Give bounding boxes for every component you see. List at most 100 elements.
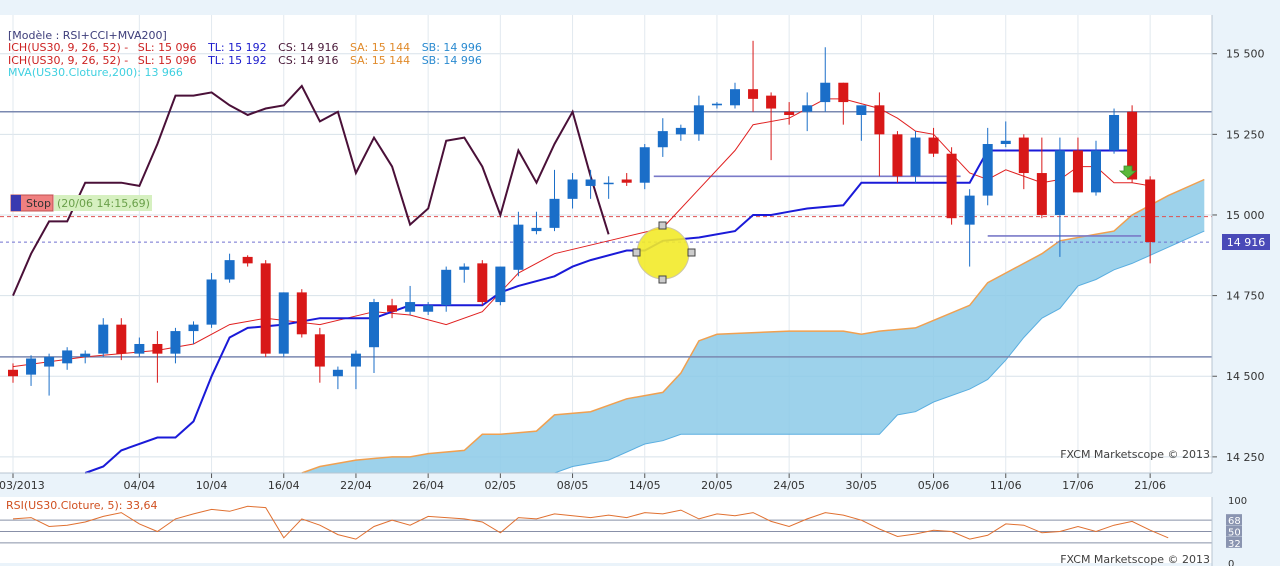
green-down-arrow-icon xyxy=(1118,165,1138,179)
x-tick-label: 05/06 xyxy=(918,479,950,492)
candle-body xyxy=(8,369,18,377)
candle-body xyxy=(928,137,939,154)
candle-body xyxy=(838,82,849,103)
current-price-box xyxy=(1222,234,1270,250)
candle-body xyxy=(242,256,253,264)
rsi-line xyxy=(12,505,1169,540)
candle-body xyxy=(152,343,163,354)
senkou-span-a xyxy=(301,178,1205,474)
line-selection-handle[interactable] xyxy=(632,221,696,284)
candle-body xyxy=(260,263,271,354)
x-tick-label: 17/06 xyxy=(1062,479,1094,492)
resize-handle[interactable] xyxy=(658,221,667,230)
candle-body xyxy=(766,95,777,109)
y-tick-label: 15 250 xyxy=(1226,128,1265,141)
candle-body xyxy=(188,324,199,332)
candle-body xyxy=(369,302,379,348)
candle-body xyxy=(1072,150,1083,193)
candle-body xyxy=(206,279,217,325)
x-tick-label: 25/03/2013 xyxy=(0,479,45,492)
ich-sb: SB: 14 996 xyxy=(422,54,482,67)
candle-body xyxy=(26,358,37,375)
candle-body xyxy=(946,153,957,219)
candle-body xyxy=(314,334,325,367)
x-tick-label: 21/06 xyxy=(1134,479,1166,492)
x-tick-label: 10/04 xyxy=(196,479,228,492)
candle-body xyxy=(1127,111,1138,180)
stop-time: (20/06 14:15,69) xyxy=(57,197,150,210)
resize-handle[interactable] xyxy=(687,248,696,257)
candle-body xyxy=(1054,150,1065,215)
kijun-sen-line xyxy=(84,149,1133,474)
ich-cs: CS: 14 916 xyxy=(278,41,338,54)
candle-body xyxy=(387,305,398,312)
resize-handle[interactable] xyxy=(658,275,667,284)
selection-highlight[interactable] xyxy=(636,226,690,280)
rsi-tick-label: 68 xyxy=(1228,516,1241,527)
ich-cs: CS: 14 916 xyxy=(278,54,338,67)
x-tick-label: 30/05 xyxy=(845,479,877,492)
y-tick-label: 14 750 xyxy=(1226,290,1265,303)
candle-body xyxy=(892,134,903,177)
ichimoku-legend-1: ICH(US30, 9, 26, 52) - SL: 15 096 TL: 15… xyxy=(8,41,482,54)
y-tick-label: 15 500 xyxy=(1226,48,1265,61)
x-tick-label: 11/06 xyxy=(990,479,1022,492)
candle-body xyxy=(549,198,560,228)
stop-order-tag[interactable]: Stop (20/06 14:15,69) xyxy=(10,194,152,212)
stop-label: Stop xyxy=(26,197,51,210)
ich-sa: SA: 15 144 xyxy=(350,54,410,67)
x-tick-label: 14/05 xyxy=(629,479,661,492)
stop-tag-handle[interactable] xyxy=(11,195,21,211)
rsi-tick-label: 32 xyxy=(1228,539,1241,550)
candle-body xyxy=(224,260,235,280)
rsi-tick-label: 100 xyxy=(1228,496,1247,507)
ichimoku-cloud xyxy=(301,178,1205,474)
rsi-title: RSI(US30.Cloture, 5): 33,64 xyxy=(6,499,157,512)
candle-body xyxy=(296,292,307,335)
candle-body xyxy=(62,350,73,364)
candle-body xyxy=(80,353,91,357)
rsi-level-badge xyxy=(1226,514,1242,526)
price-plot-background[interactable] xyxy=(0,15,1212,473)
candle-body xyxy=(1109,114,1120,151)
horizontal-levels[interactable] xyxy=(0,110,1212,358)
y-tick-label: 14 250 xyxy=(1226,451,1265,464)
rsi-level-badge xyxy=(1226,525,1242,537)
date-axis-panel[interactable] xyxy=(0,473,1212,497)
x-tick-label: 08/05 xyxy=(557,479,589,492)
candle-body xyxy=(784,111,795,115)
current-price-label: 14 916 xyxy=(1227,236,1266,249)
ich-sl: SL: 15 096 xyxy=(138,54,197,67)
candle-body xyxy=(44,356,55,367)
arrow-shape xyxy=(1118,165,1138,179)
rsi-plot-background[interactable] xyxy=(0,497,1212,563)
ich-prefix: ICH(US30, 9, 26, 52) - xyxy=(8,41,128,54)
candle-body xyxy=(567,179,578,199)
candle-body xyxy=(405,302,416,312)
x-tick-label: 26/04 xyxy=(412,479,444,492)
ich-sa: SA: 15 144 xyxy=(350,41,410,54)
senkou-span-b xyxy=(301,230,1205,474)
price-watermark: FXCM Marketscope © 2013 xyxy=(1060,448,1210,461)
candle-body xyxy=(1145,179,1156,243)
candle-body xyxy=(585,179,596,186)
candle-body xyxy=(639,147,650,183)
candle-body xyxy=(170,331,181,354)
candle-body xyxy=(820,82,831,103)
candle-body xyxy=(621,179,632,183)
candle-body xyxy=(495,266,506,303)
ichimoku-legend-2: ICH(US30, 9, 26, 52) - SL: 15 096 TL: 15… xyxy=(8,54,482,67)
rsi-axis-panel[interactable] xyxy=(1212,497,1280,566)
candle-body xyxy=(477,263,488,303)
candle-body xyxy=(441,269,452,306)
ich-tl: TL: 15 192 xyxy=(207,41,267,54)
x-tick-label: 04/04 xyxy=(123,479,155,492)
rsi-level-badge xyxy=(1226,536,1242,548)
candle-body xyxy=(603,182,614,185)
candle-body xyxy=(1091,150,1101,193)
resize-handle[interactable] xyxy=(632,248,641,257)
candle-body xyxy=(802,105,813,112)
ich-prefix: ICH(US30, 9, 26, 52) - xyxy=(8,54,128,67)
